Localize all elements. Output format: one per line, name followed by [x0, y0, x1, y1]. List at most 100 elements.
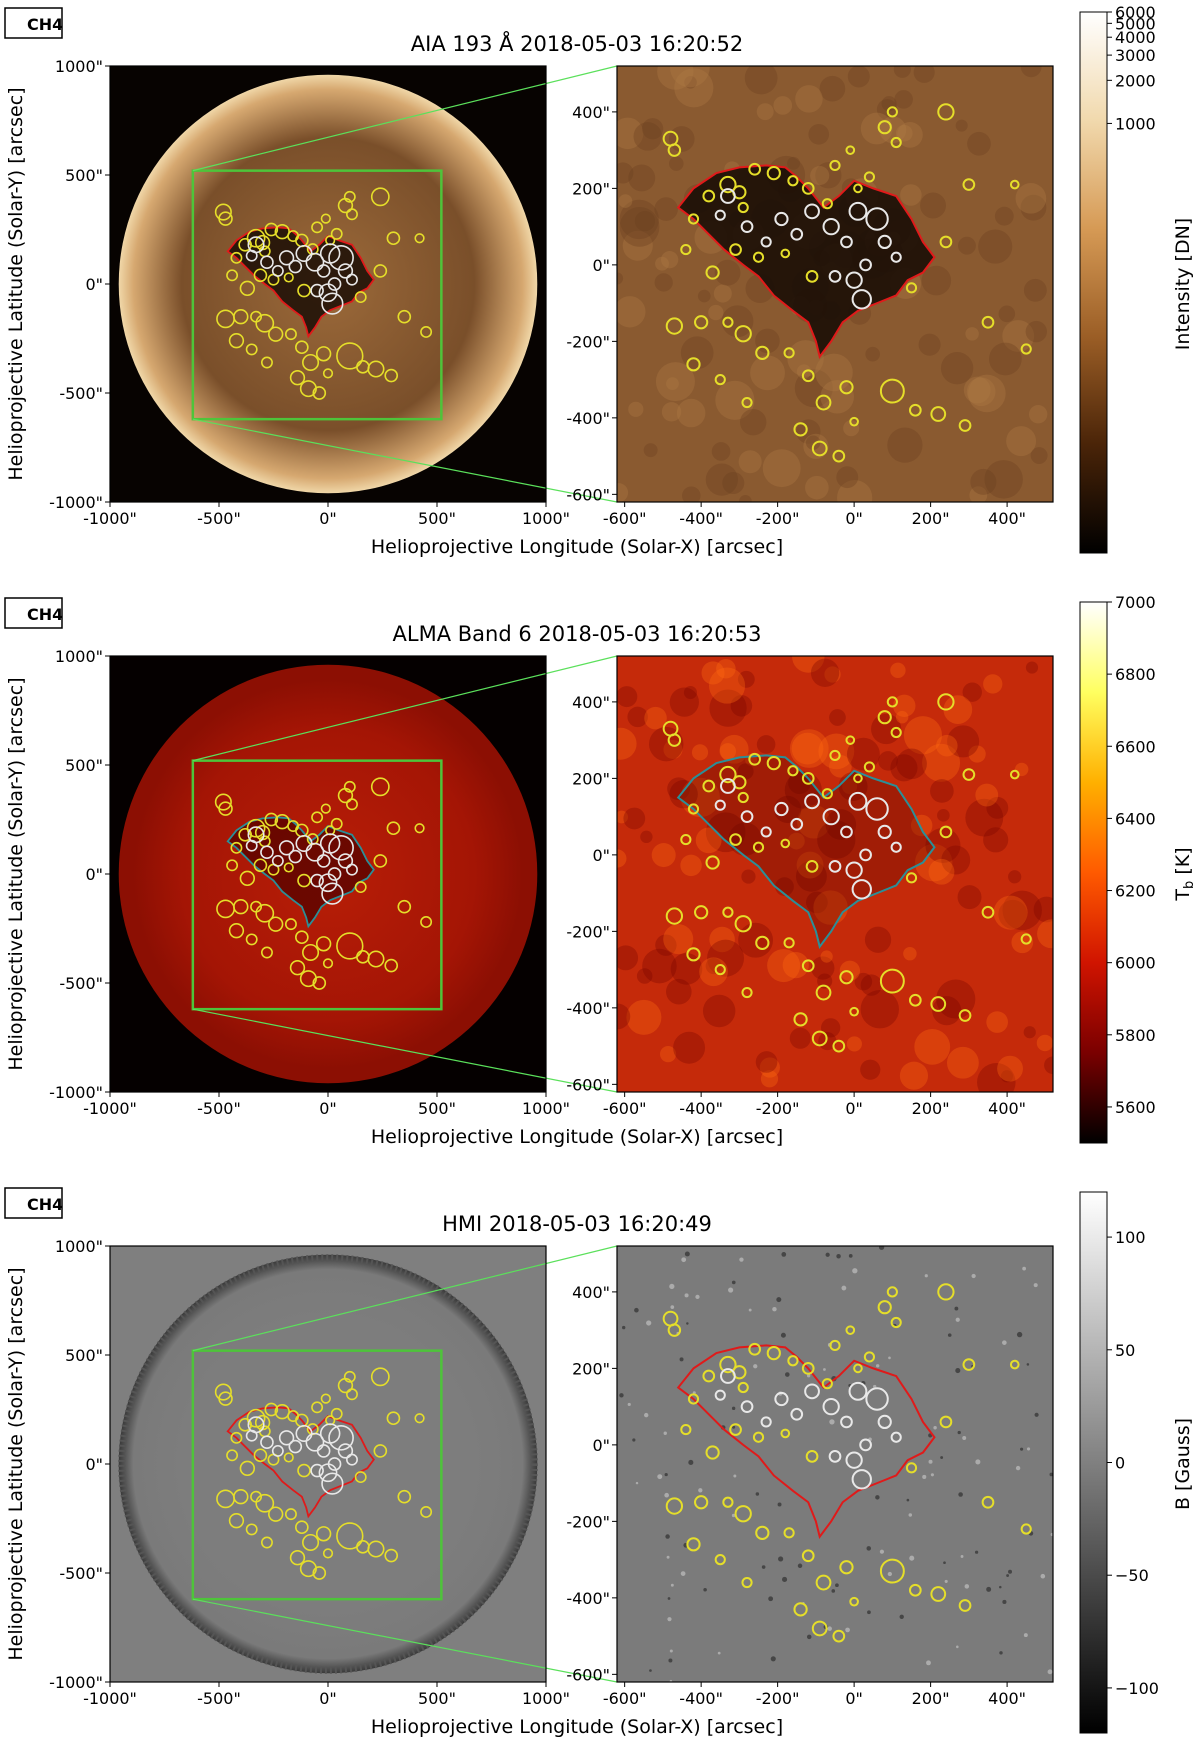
- texture-blob: [932, 996, 962, 1026]
- bright-point-circle: [793, 1602, 808, 1617]
- texture-blob: [906, 1498, 910, 1502]
- bright-point-circle: [384, 368, 399, 383]
- bright-point-circle: [687, 1393, 700, 1405]
- texture-blob: [821, 1018, 841, 1038]
- bright-point-circle: [367, 1540, 385, 1558]
- bright-point-circle: [863, 171, 876, 183]
- texture-blob: [651, 843, 676, 868]
- bright-point-circle: [239, 870, 256, 887]
- x-tick-label: 400": [988, 1689, 1026, 1708]
- hole-bright-point-circle: [774, 801, 789, 817]
- x-tick-label: -200": [756, 1689, 800, 1708]
- texture-blob: [928, 858, 955, 885]
- bright-point-circle: [755, 1525, 770, 1540]
- texture-blob: [808, 123, 830, 145]
- texture-blob: [761, 1565, 766, 1569]
- hole-bright-point-circle: [845, 861, 863, 879]
- y-tick-label: -200": [566, 1512, 610, 1531]
- texture-blob: [878, 1246, 885, 1250]
- bright-point-circle: [845, 145, 856, 155]
- x-tick-label: 400": [988, 1099, 1026, 1118]
- hole-bright-point-circle: [804, 793, 820, 810]
- hole-bright-point-circle: [271, 264, 284, 277]
- hole-bright-point-circle: [260, 845, 274, 860]
- full-disk-y-axis-label: Helioprojective Latitude (Solar-Y) [arcs…: [5, 87, 27, 480]
- texture-blob: [622, 230, 653, 261]
- texture-blob: [890, 754, 918, 782]
- hole-bright-point-circle: [346, 863, 358, 876]
- coronal-hole-patch: [227, 227, 374, 337]
- texture-blob: [787, 340, 824, 377]
- bright-point-circle: [320, 1393, 331, 1404]
- texture-blob: [661, 402, 682, 422]
- hole-bright-point-circle: [245, 249, 258, 262]
- x-tick-label: 500": [418, 509, 456, 528]
- texture-blob: [837, 480, 873, 502]
- bright-point-circle: [283, 862, 294, 873]
- texture-blob: [1023, 1026, 1036, 1039]
- full-disk-image: [118, 664, 538, 1084]
- panel-aia: -1000"-1000" -500" -500" 0" 0" 500" 500" 1000" 1…: [4, 3, 1194, 558]
- bright-point-circle: [722, 316, 734, 328]
- hole-bright-point-circle: [845, 271, 863, 289]
- x-tick-label: -600": [603, 1099, 647, 1118]
- bright-point-circle: [811, 440, 828, 457]
- bright-point-circle: [905, 1462, 918, 1474]
- texture-blob: [789, 729, 829, 768]
- x-tick-label: -600": [603, 509, 647, 528]
- bright-point-circle: [253, 1448, 268, 1463]
- texture-blob: [756, 103, 774, 121]
- bright-point-circle: [981, 905, 995, 919]
- bright-point-circle: [821, 788, 833, 800]
- hole-bright-point-circle: [774, 211, 789, 227]
- texture-blob: [827, 1626, 832, 1631]
- texture-blob: [669, 156, 684, 171]
- full-disk-image: [118, 1254, 538, 1674]
- hole-bright-point-circle: [316, 854, 331, 868]
- texture-blob: [836, 1254, 841, 1259]
- texture-blob: [899, 1061, 929, 1090]
- texture-blob: [669, 687, 699, 717]
- texture-blob: [795, 860, 827, 892]
- bright-point-circle: [722, 906, 734, 918]
- texture-blob: [617, 1003, 631, 1030]
- bright-point-circle: [937, 1283, 955, 1301]
- bright-point-circle: [1020, 933, 1032, 945]
- texture-blob: [680, 336, 714, 370]
- bright-point-circle: [311, 221, 324, 234]
- panel-tag: CH4: [27, 15, 63, 34]
- bright-point-circle: [218, 1391, 233, 1406]
- texture-blob: [772, 1306, 777, 1312]
- texture-blob: [1002, 890, 1042, 931]
- bright-point-circle: [766, 165, 781, 181]
- bright-point-circle: [680, 833, 692, 846]
- texture-blob: [965, 798, 1004, 837]
- bright-point-circle: [354, 291, 367, 304]
- bright-point-circle: [783, 347, 795, 359]
- hole-bright-point-circle: [346, 1453, 358, 1466]
- full-disk-y-axis-label: Helioprojective Latitude (Solar-Y) [arcs…: [5, 677, 27, 1070]
- colorbar-tick-label: 3000: [1115, 46, 1156, 65]
- panel-title: HMI 2018-05-03 16:20:49: [442, 1212, 712, 1236]
- texture-blob: [654, 197, 678, 221]
- texture-blob: [930, 1473, 934, 1477]
- x-tick-label: -1000": [83, 1689, 137, 1708]
- texture-blob: [1008, 870, 1022, 884]
- hole-bright-point-circle: [845, 1451, 863, 1469]
- texture-blob: [703, 1587, 707, 1592]
- texture-blob: [617, 686, 638, 708]
- hole-bright-point-circle: [305, 1432, 325, 1452]
- bright-point-circle: [815, 1574, 832, 1591]
- bright-point-circle: [890, 1316, 902, 1329]
- coronal-hole-contour: [676, 754, 936, 949]
- texture-blob: [617, 945, 639, 971]
- bright-point-circle: [246, 1408, 266, 1428]
- texture-blob: [1037, 919, 1053, 949]
- x-tick-label: -500": [197, 509, 241, 528]
- hole-bright-point-circle: [848, 791, 868, 811]
- panel-tag-box: [4, 7, 63, 39]
- y-tick-label: 0": [592, 846, 610, 865]
- texture-blob: [860, 1059, 881, 1080]
- bright-point-circle: [228, 1513, 245, 1529]
- texture-blob: [894, 90, 913, 109]
